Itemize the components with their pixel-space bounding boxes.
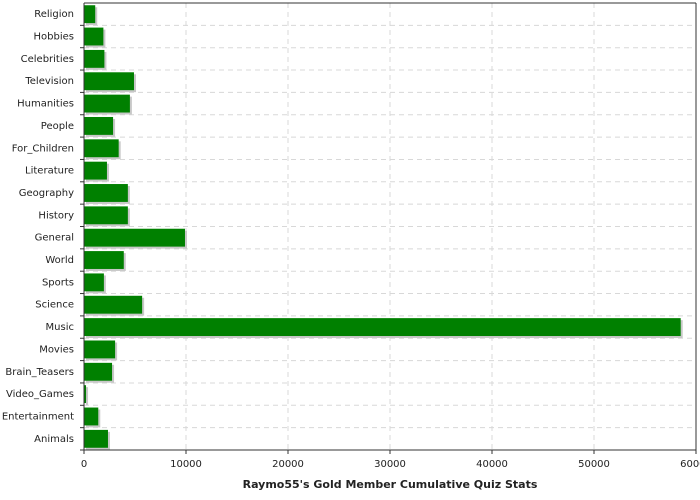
y-tick-label: World (45, 255, 74, 266)
bar (84, 362, 113, 381)
y-tick-label: Video_Games (6, 389, 74, 400)
bar (84, 273, 104, 292)
y-tick-label: Hobbies (34, 32, 74, 43)
bar (84, 161, 107, 180)
y-tick-label: Brain_Teasers (5, 367, 74, 378)
bar (84, 251, 124, 269)
x-tick-label: 30000 (374, 459, 406, 470)
y-tick-label: Literature (25, 166, 74, 177)
bar (84, 206, 128, 225)
bar (84, 116, 114, 135)
bar (84, 27, 104, 46)
x-tick-label: 50000 (578, 459, 610, 470)
y-tick-label: Movies (39, 344, 74, 355)
bar (84, 94, 130, 113)
y-tick-label: Celebrities (21, 54, 74, 65)
y-tick-label: Entertainment (2, 411, 74, 422)
x-tick-label: 10000 (170, 459, 202, 470)
y-tick-label: Music (46, 322, 74, 333)
x-tick-label: 40000 (476, 459, 508, 470)
bar (84, 139, 119, 158)
bar (84, 385, 87, 404)
bar (84, 295, 143, 314)
bar-shadow (86, 387, 89, 406)
bar (84, 407, 99, 426)
bar (84, 72, 134, 91)
y-tick-label: Science (35, 300, 74, 311)
y-tick-label: Television (24, 76, 74, 87)
bar (84, 318, 681, 337)
bar (84, 228, 185, 247)
y-tick-label: Animals (34, 434, 74, 445)
y-tick-label: General (35, 233, 74, 244)
x-tick-label: 0 (81, 459, 87, 470)
bar (84, 429, 108, 448)
bar (84, 340, 116, 359)
bar (84, 184, 128, 202)
x-tick-label: 20000 (272, 459, 304, 470)
y-tick-label: Humanities (17, 99, 74, 110)
y-tick-label: People (41, 121, 74, 132)
y-tick-label: Sports (42, 277, 74, 288)
chart-title: Raymo55's Gold Member Cumulative Quiz St… (243, 478, 538, 491)
x-tick-label: 60000 (680, 459, 700, 470)
y-tick-label: History (38, 210, 74, 221)
bar (84, 5, 96, 24)
y-tick-label: For_Children (12, 143, 74, 154)
y-tick-label: Religion (34, 9, 74, 20)
y-tick-label: Geography (19, 188, 74, 199)
bar (84, 49, 105, 68)
